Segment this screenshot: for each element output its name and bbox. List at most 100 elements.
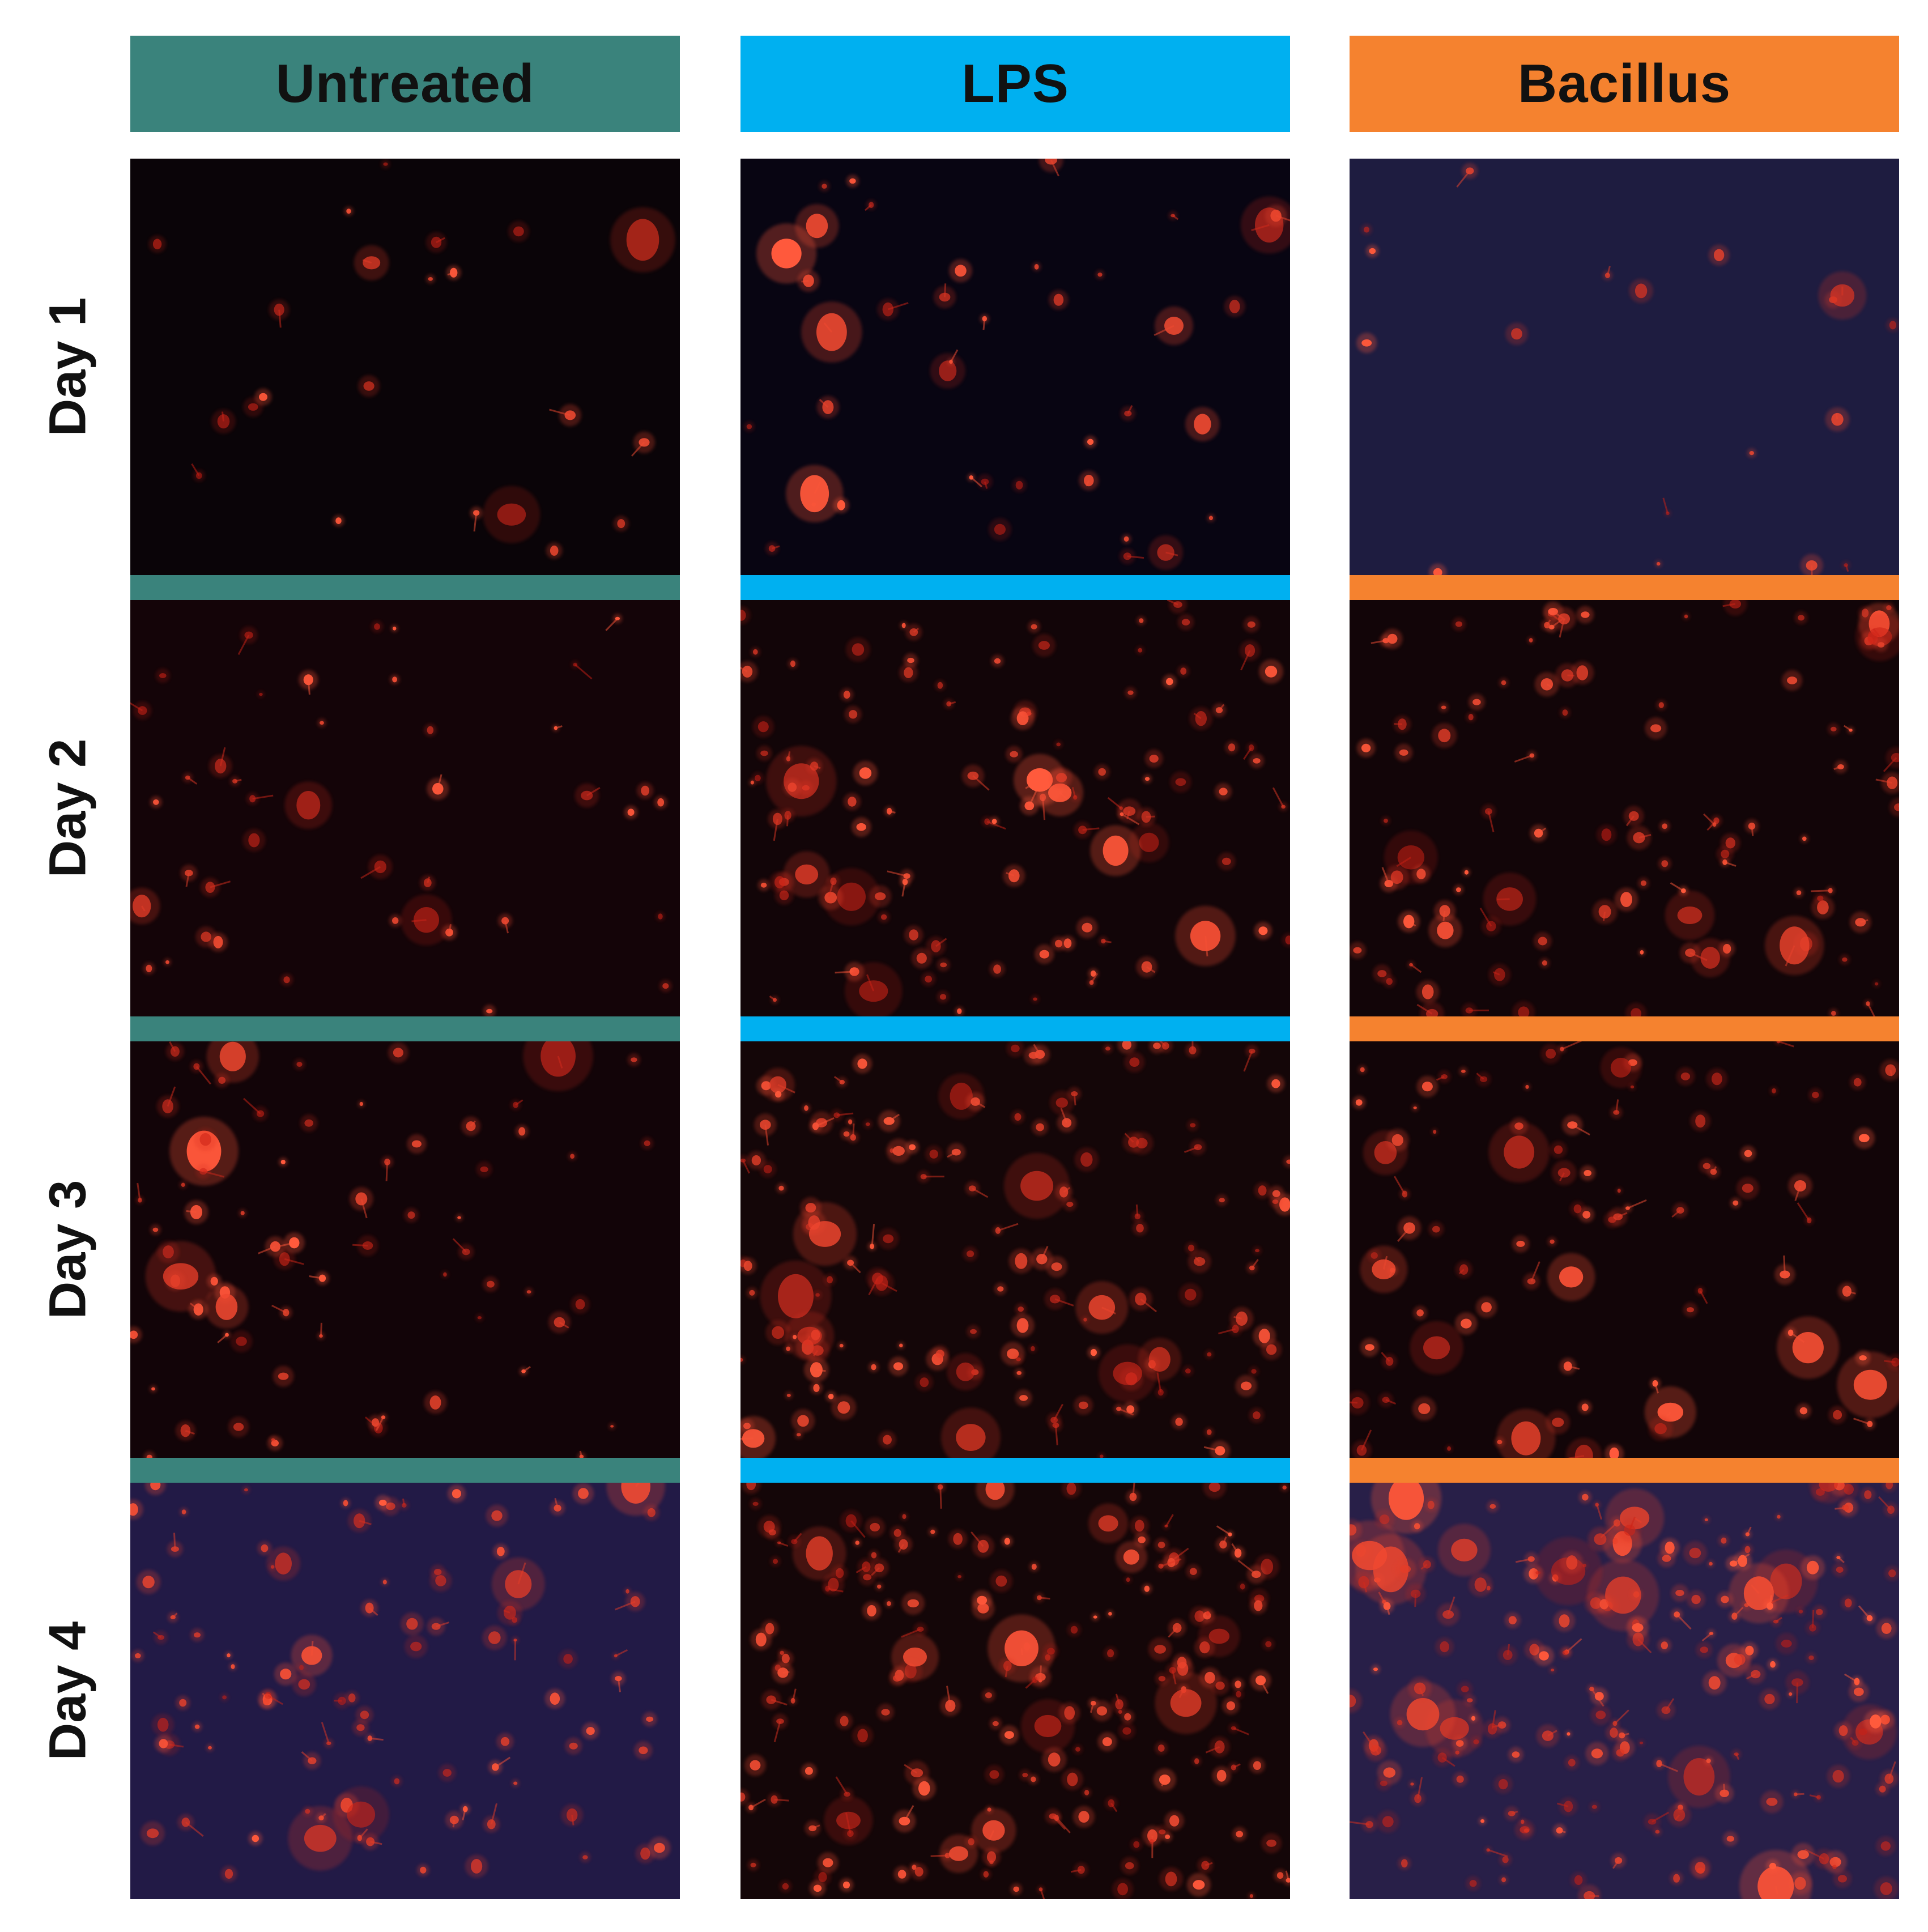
cell-mark: [621, 1483, 650, 1504]
cell-mark: [1141, 811, 1151, 823]
cell-mark: [1206, 1611, 1210, 1616]
cell-mark: [1361, 743, 1371, 752]
cell-mark: [1177, 1657, 1187, 1669]
cell-mark: [1501, 1877, 1506, 1883]
micrograph-background: [130, 1483, 680, 1899]
cell-mark: [1796, 890, 1802, 895]
cell-mark: [1744, 1546, 1751, 1554]
cell-mark: [1255, 1675, 1266, 1686]
cell-mark: [778, 1274, 814, 1318]
cell-mark: [1439, 905, 1450, 917]
cell-mark: [550, 545, 559, 556]
cell-mark: [1582, 1211, 1591, 1219]
cell-mark: [816, 313, 847, 351]
cell-mark: [1891, 753, 1899, 763]
cell-mark: [857, 1058, 867, 1069]
cell-mark: [233, 1423, 244, 1431]
cell-mark: [1721, 1595, 1729, 1603]
cell-mark: [953, 1533, 963, 1545]
cell-mark: [1148, 1347, 1171, 1372]
cell-mark: [1189, 1568, 1197, 1575]
cell-mark: [1139, 618, 1144, 623]
cell-mark: [1185, 1368, 1191, 1374]
cell-mark: [1559, 1614, 1570, 1628]
cell-mark: [410, 1641, 422, 1652]
cell-mark: [570, 1154, 574, 1159]
cell-mark: [1870, 1714, 1882, 1729]
cell-mark: [1726, 1836, 1734, 1842]
cell-mark: [1418, 1403, 1431, 1414]
cell-mark: [1055, 1097, 1068, 1108]
cell-mark: [1421, 1082, 1433, 1092]
micrograph-untreated-day-2: [130, 600, 680, 1016]
cell-mark: [806, 1536, 833, 1571]
cell-mark: [1806, 1560, 1819, 1574]
cell-mark: [1034, 264, 1039, 270]
cell-mark: [1100, 1454, 1104, 1458]
cell-mark: [1609, 1447, 1619, 1458]
cell-mark: [839, 1343, 844, 1348]
cell-mark: [1090, 970, 1096, 977]
cell-mark: [956, 1424, 986, 1451]
separator-bacillus-1: [1350, 575, 1899, 600]
cell-mark: [970, 1329, 977, 1334]
cell-mark: [151, 1387, 155, 1391]
cell-mark: [1468, 714, 1474, 721]
cell-mark: [1391, 1134, 1403, 1146]
micrograph-untreated-day-1: [130, 159, 680, 575]
cell-mark: [1102, 1737, 1112, 1747]
cell-mark: [790, 660, 795, 667]
micrograph-untreated-day-4: [130, 1483, 680, 1899]
cell-mark: [1709, 1561, 1713, 1566]
cell-mark: [194, 1724, 200, 1729]
separator-untreated-2: [130, 1016, 680, 1041]
cell-mark: [1574, 1875, 1583, 1885]
cell-mark: [512, 1617, 518, 1623]
cell-mark: [1808, 1656, 1814, 1660]
cell-mark: [1285, 935, 1290, 944]
cell-mark: [1133, 1841, 1140, 1848]
cell-mark: [1767, 1602, 1773, 1610]
cell-mark: [615, 1676, 622, 1682]
cell-mark: [842, 1881, 850, 1889]
cell-mark: [1558, 613, 1571, 625]
cell-mark: [848, 1119, 853, 1125]
cell-mark: [1098, 1515, 1118, 1532]
cell-mark: [772, 812, 782, 825]
cell-mark: [275, 1552, 292, 1574]
micrograph-untreated-day-3: [130, 1041, 680, 1458]
cell-mark: [1190, 1123, 1196, 1127]
cell-mark: [1559, 1266, 1584, 1288]
cell-mark: [750, 1760, 761, 1771]
cell-mark: [360, 1710, 369, 1720]
cell-mark: [1401, 1859, 1408, 1868]
cell-mark: [849, 178, 856, 184]
cell-mark: [1438, 729, 1451, 743]
cell-mark: [1410, 1782, 1414, 1786]
cell-mark: [1518, 1006, 1530, 1016]
cell-mark: [1605, 1576, 1641, 1614]
cell-mark: [1677, 907, 1703, 924]
cell-mark: [957, 1575, 961, 1578]
cell-mark: [1781, 1640, 1792, 1648]
cell-mark: [1181, 619, 1190, 625]
cell-mark: [1028, 1052, 1039, 1059]
cell-mark: [1254, 1600, 1263, 1611]
cell-mark: [1879, 1785, 1886, 1793]
cell-mark: [142, 1576, 155, 1589]
cell-mark: [1170, 1689, 1202, 1717]
cell-mark: [1356, 1445, 1367, 1456]
fluorescent-cells: [1350, 600, 1899, 1016]
column-header-untreated: Untreated: [130, 36, 680, 132]
cell-mark: [1616, 1749, 1625, 1757]
cell-mark: [939, 994, 947, 1000]
cell-mark: [1188, 1244, 1194, 1252]
cell-mark: [392, 676, 397, 683]
cell-mark: [1777, 1514, 1781, 1519]
cell-mark: [1799, 1407, 1808, 1415]
fluorescent-cells: [740, 1041, 1290, 1458]
cell-mark: [1036, 1254, 1048, 1265]
cell-mark: [1063, 938, 1072, 948]
cell-mark: [1787, 676, 1798, 684]
cell-mark: [1591, 1748, 1603, 1759]
